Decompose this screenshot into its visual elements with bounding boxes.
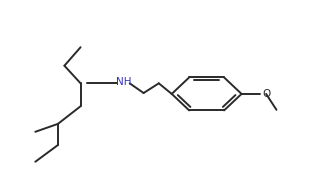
Text: O: O: [262, 89, 270, 99]
Text: NH: NH: [116, 78, 131, 88]
